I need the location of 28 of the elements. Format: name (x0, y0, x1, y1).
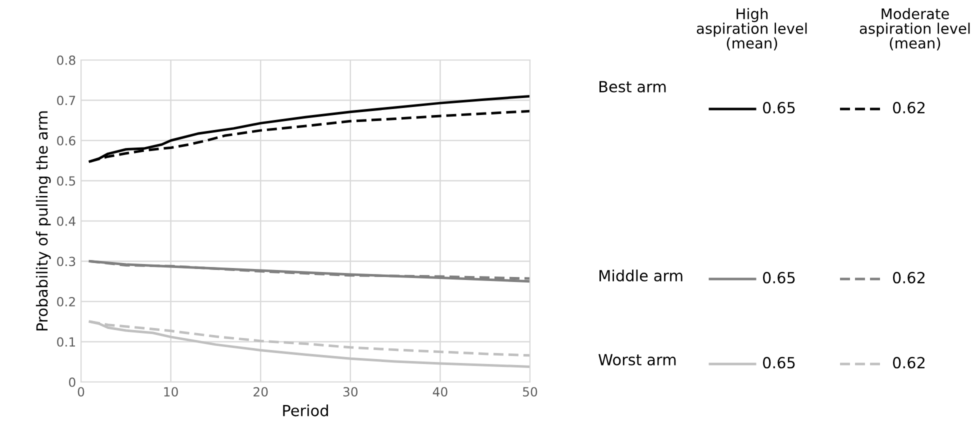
text: Worst arm (598, 354, 676, 366)
x-tick-label: 10 (164, 387, 178, 397)
y-tick-label: 0.1 (57, 337, 75, 347)
text: Moderate aspiration level (mean) (860, 8, 970, 50)
y-tick-label: 0.3 (57, 256, 76, 266)
x-tick-label: 30 (343, 387, 358, 397)
y-tick-label: 0.6 (57, 136, 76, 146)
x-tick-label: 0 (78, 387, 84, 397)
x-axis-title: Period (283, 404, 328, 416)
legend-label: 0.65 (763, 272, 795, 284)
x-tick-label: 20 (254, 387, 268, 397)
y-axis-title: Probability of pulling the arm (36, 111, 51, 330)
legend-label: 0.65 (763, 356, 795, 368)
x-tick-label: 50 (523, 387, 538, 397)
legend-label: 0.62 (893, 102, 924, 114)
y-tick-label: 0 (69, 377, 76, 387)
y-tick-label: 0.4 (57, 216, 76, 226)
text: Middle arm (600, 270, 682, 282)
x-tick-label: 40 (432, 387, 448, 397)
legend-label: 0.65 (763, 102, 795, 114)
text: High aspiration level (mean) (696, 8, 807, 50)
text: Best arm (600, 81, 666, 92)
y-tick-label: 0.7 (57, 96, 76, 106)
y-tick-label: 0.5 (57, 176, 76, 186)
y-tick-label: 0.8 (57, 55, 76, 65)
legend-label: 0.62 (893, 272, 924, 284)
y-tick-label: 0.2 (57, 296, 75, 306)
legend-label: 0.62 (893, 356, 924, 368)
